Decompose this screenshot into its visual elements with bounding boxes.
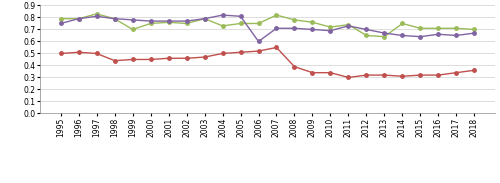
Ethiopia: [220, 14, 226, 16]
Ethiopia: [436, 33, 442, 35]
Sudan: [238, 22, 244, 25]
Egypt: [238, 51, 244, 53]
Ethiopia: [328, 30, 334, 32]
Egypt: [220, 52, 226, 55]
Ethiopia: [292, 27, 298, 29]
Sudan: [112, 18, 117, 20]
Ethiopia: [202, 18, 207, 20]
Ethiopia: [58, 22, 64, 25]
Line: Ethiopia: Ethiopia: [59, 13, 476, 43]
Ethiopia: [472, 32, 478, 34]
Ethiopia: [418, 36, 424, 38]
Sudan: [256, 22, 262, 25]
Sudan: [166, 21, 172, 23]
Egypt: [382, 74, 388, 76]
Sudan: [58, 18, 64, 20]
Egypt: [274, 46, 280, 48]
Egypt: [454, 72, 460, 74]
Ethiopia: [148, 20, 154, 22]
Egypt: [472, 69, 478, 71]
Ethiopia: [76, 18, 82, 20]
Sudan: [364, 34, 370, 37]
Sudan: [436, 27, 442, 29]
Egypt: [364, 74, 370, 76]
Sudan: [328, 26, 334, 28]
Sudan: [274, 14, 280, 16]
Ethiopia: [130, 19, 136, 21]
Ethiopia: [346, 25, 352, 27]
Sudan: [400, 22, 406, 25]
Sudan: [382, 36, 388, 38]
Sudan: [310, 21, 316, 23]
Egypt: [436, 74, 442, 76]
Sudan: [292, 19, 298, 21]
Egypt: [346, 76, 352, 79]
Ethiopia: [274, 27, 280, 29]
Sudan: [202, 18, 207, 20]
Egypt: [76, 51, 82, 53]
Ethiopia: [94, 15, 100, 17]
Egypt: [184, 57, 190, 59]
Sudan: [454, 27, 460, 29]
Ethiopia: [382, 32, 388, 34]
Egypt: [112, 60, 117, 62]
Ethiopia: [184, 20, 190, 22]
Sudan: [148, 22, 154, 25]
Ethiopia: [454, 34, 460, 37]
Egypt: [148, 58, 154, 61]
Sudan: [76, 18, 82, 20]
Egypt: [130, 58, 136, 61]
Sudan: [130, 28, 136, 31]
Egypt: [310, 72, 316, 74]
Egypt: [292, 66, 298, 68]
Egypt: [328, 72, 334, 74]
Egypt: [256, 50, 262, 52]
Ethiopia: [256, 40, 262, 43]
Ethiopia: [364, 28, 370, 31]
Line: Egypt: Egypt: [59, 46, 476, 79]
Sudan: [346, 24, 352, 26]
Ethiopia: [310, 28, 316, 31]
Egypt: [166, 57, 172, 59]
Sudan: [472, 28, 478, 31]
Sudan: [94, 13, 100, 15]
Egypt: [418, 74, 424, 76]
Sudan: [184, 22, 190, 25]
Sudan: [220, 25, 226, 27]
Egypt: [58, 52, 64, 55]
Ethiopia: [400, 34, 406, 37]
Ethiopia: [112, 18, 117, 20]
Line: Sudan: Sudan: [59, 12, 476, 38]
Egypt: [94, 52, 100, 55]
Egypt: [400, 75, 406, 77]
Sudan: [418, 27, 424, 29]
Egypt: [202, 56, 207, 58]
Ethiopia: [238, 15, 244, 17]
Ethiopia: [166, 20, 172, 22]
